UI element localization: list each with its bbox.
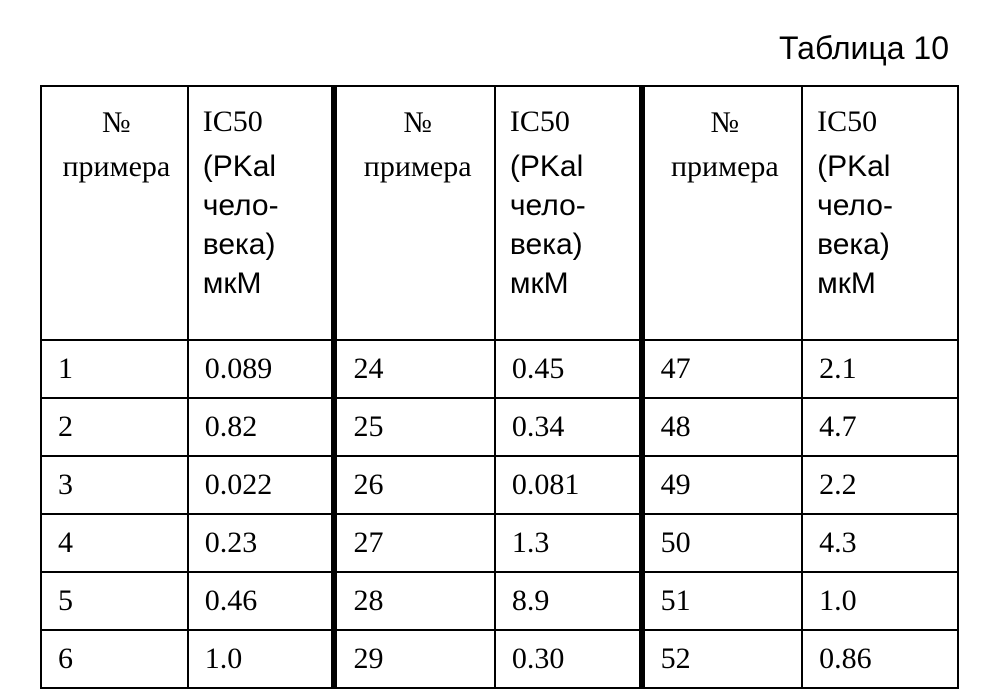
- cell-ic50: 0.45: [495, 340, 642, 398]
- hdr-example-word: примера: [671, 150, 779, 183]
- cell-example: 51: [642, 572, 802, 630]
- cell-ic50: 0.23: [188, 514, 335, 572]
- cell-example: 49: [642, 456, 802, 514]
- cell-ic50: 4.3: [802, 514, 958, 572]
- hdr-ic50-sub1: (PKal: [510, 147, 629, 186]
- hdr-ic50-sub1: (PKal: [817, 147, 947, 186]
- cell-ic50: 1.3: [495, 514, 642, 572]
- table-row: 4 0.23 27 1.3 50 4.3: [41, 514, 958, 572]
- table-caption: Таблица 10: [40, 30, 949, 67]
- cell-example: 47: [642, 340, 802, 398]
- cell-example: 3: [41, 456, 188, 514]
- cell-example: 26: [334, 456, 494, 514]
- hdr-num-symbol: №: [711, 106, 740, 139]
- cell-example: 27: [334, 514, 494, 572]
- hdr-ic50-sub4: мкМ: [817, 264, 947, 303]
- table-header-row: № примера IC50 (PKal чело- века) мкМ: [41, 86, 958, 340]
- cell-example: 48: [642, 398, 802, 456]
- cell-example: 4: [41, 514, 188, 572]
- hdr-ic50-sub1: (PKal: [203, 147, 322, 186]
- hdr-ic50-sub4: мкМ: [510, 264, 629, 303]
- cell-ic50: 0.34: [495, 398, 642, 456]
- hdr-ic50-sub3: века): [510, 225, 629, 264]
- cell-example: 52: [642, 630, 802, 688]
- cell-ic50: 0.46: [188, 572, 335, 630]
- hdr-example-word: примера: [62, 150, 170, 183]
- cell-ic50: 0.86: [802, 630, 958, 688]
- cell-example: 1: [41, 340, 188, 398]
- col-header-example-c: № примера: [642, 86, 802, 340]
- table-row: 2 0.82 25 0.34 48 4.7: [41, 398, 958, 456]
- hdr-num-symbol: №: [403, 106, 432, 139]
- col-header-ic50-a: IC50 (PKal чело- века) мкМ: [188, 86, 335, 340]
- cell-ic50: 8.9: [495, 572, 642, 630]
- hdr-ic50-sub3: века): [817, 225, 947, 264]
- hdr-ic50-sub2: чело-: [510, 186, 629, 225]
- cell-example: 28: [334, 572, 494, 630]
- cell-ic50: 1.0: [802, 572, 958, 630]
- table-row: 6 1.0 29 0.30 52 0.86: [41, 630, 958, 688]
- cell-ic50: 2.1: [802, 340, 958, 398]
- hdr-num-symbol: №: [102, 106, 131, 139]
- cell-ic50: 0.081: [495, 456, 642, 514]
- cell-ic50: 1.0: [188, 630, 335, 688]
- col-header-ic50-b: IC50 (PKal чело- века) мкМ: [495, 86, 642, 340]
- hdr-ic50-title: IC50: [203, 101, 322, 143]
- table-row: 1 0.089 24 0.45 47 2.1: [41, 340, 958, 398]
- cell-ic50: 0.089: [188, 340, 335, 398]
- cell-ic50: 2.2: [802, 456, 958, 514]
- hdr-ic50-title: IC50: [510, 101, 629, 143]
- col-header-example-b: № примера: [334, 86, 494, 340]
- cell-ic50: 4.7: [802, 398, 958, 456]
- col-header-example-a: № примера: [41, 86, 188, 340]
- cell-ic50: 0.30: [495, 630, 642, 688]
- hdr-ic50-sub4: мкМ: [203, 264, 322, 303]
- cell-example: 6: [41, 630, 188, 688]
- table-row: 5 0.46 28 8.9 51 1.0: [41, 572, 958, 630]
- table-row: 3 0.022 26 0.081 49 2.2: [41, 456, 958, 514]
- hdr-ic50-sub2: чело-: [203, 186, 322, 225]
- cell-example: 29: [334, 630, 494, 688]
- hdr-ic50-title: IC50: [817, 101, 947, 143]
- cell-ic50: 0.022: [188, 456, 335, 514]
- cell-example: 50: [642, 514, 802, 572]
- hdr-example-word: примера: [364, 150, 472, 183]
- col-header-ic50-c: IC50 (PKal чело- века) мкМ: [802, 86, 958, 340]
- cell-ic50: 0.82: [188, 398, 335, 456]
- cell-example: 5: [41, 572, 188, 630]
- cell-example: 24: [334, 340, 494, 398]
- hdr-ic50-sub2: чело-: [817, 186, 947, 225]
- ic50-table: № примера IC50 (PKal чело- века) мкМ: [40, 85, 959, 689]
- cell-example: 25: [334, 398, 494, 456]
- hdr-ic50-sub3: века): [203, 225, 322, 264]
- cell-example: 2: [41, 398, 188, 456]
